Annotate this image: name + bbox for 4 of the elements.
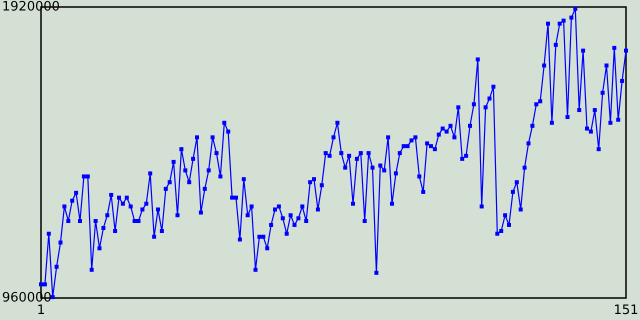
y-tick-label: 1920000 (2, 0, 60, 15)
y-tick-label: 960000 (2, 290, 52, 306)
x-tick-label: 1 (36, 303, 46, 318)
x-tick-label: 151 (614, 303, 638, 318)
